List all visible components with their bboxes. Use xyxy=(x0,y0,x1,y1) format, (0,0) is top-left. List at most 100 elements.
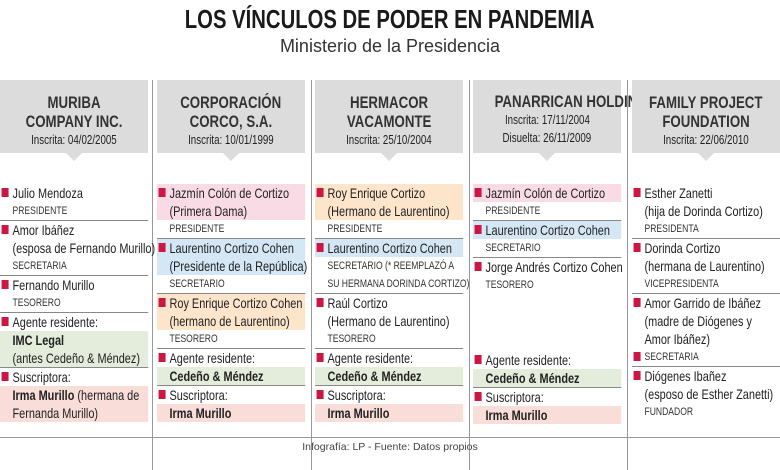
company-name: HERMACOR xyxy=(315,93,463,112)
page-title: LOS VÍNCULOS DE PODER EN PANDEMIA xyxy=(185,4,595,34)
company-header-content: FAMILY PROJECT FOUNDATION Inscrita: 22/06/… xyxy=(632,80,780,149)
member-role: PRESIDENTE xyxy=(157,220,306,239)
bullet-square-icon xyxy=(633,298,641,307)
company-date-text: Inscrita: 04/02/2005 xyxy=(31,133,117,147)
member-text: TESORERO xyxy=(327,333,376,345)
member-line: Irma Murillo xyxy=(473,406,622,424)
member-text: (hija de Dorinda Cortizo) xyxy=(644,203,763,219)
member-text: SECRETARIO xyxy=(169,278,225,290)
company-header: CORPORACIÓN CORCO, S.A. Inscrita: 10/01/19… xyxy=(157,80,305,161)
member-line: Jazmín Colón de Cortizo xyxy=(157,184,306,202)
member-text: Esther Zanetti xyxy=(644,185,713,201)
company-name: CORCO, S.A. xyxy=(157,112,305,131)
company-name-text: HERMACOR xyxy=(349,93,429,112)
bullet-square-icon xyxy=(316,188,324,197)
company-header: HERMACOR VACAMONTE Inscrita: 25/10/2004 xyxy=(315,80,463,161)
bullet-square-icon xyxy=(316,298,324,307)
company-name: MURIBA xyxy=(0,93,148,112)
member-line: (hermano de Laurentino) xyxy=(157,312,306,330)
company-header: PANARRICAN HOLDING Inscrita: 17/11/2004 Di… xyxy=(473,80,648,161)
member-text: PRESIDENTE xyxy=(485,205,541,217)
bullet-square-icon xyxy=(158,243,166,252)
member-line: Julio Mendoza xyxy=(0,184,148,202)
member-text: (madre de Diógenes y xyxy=(644,313,752,329)
member-text: Diógenes Ibañez xyxy=(644,368,727,384)
member-text: Roy Enrique Cortizo xyxy=(327,185,426,201)
bullet-square-icon xyxy=(1,317,9,326)
member-role: FUNDADOR xyxy=(632,403,780,421)
company-date: Inscrita: 10/01/1999 xyxy=(157,131,305,149)
member-text: Dorinda Cortizo xyxy=(644,240,721,256)
member-text: Irma Murillo xyxy=(169,405,232,421)
company-name: COMPANY INC. xyxy=(0,112,148,131)
bullet-square-icon xyxy=(158,353,166,362)
member-text: Fernando Murillo xyxy=(12,277,95,293)
member-role: TESORERO xyxy=(157,330,306,349)
member-text: Laurentino Cortizo Cohen xyxy=(169,240,294,256)
member-text: Roy Enrique Cortizo Cohen xyxy=(169,295,303,311)
member-text: Cedeño & Méndez xyxy=(169,368,264,384)
member-line: Agente residente: xyxy=(315,349,463,367)
company-name: CORPORACIÓN xyxy=(157,93,305,112)
footer-credit: Infografía: LP - Fuente: Datos propios xyxy=(302,441,478,453)
member-line: Agente residente: xyxy=(157,349,305,367)
member-text: Amor Garrido de Ibáñez xyxy=(644,295,762,311)
member-line: Diógenes Ibañez xyxy=(632,367,780,385)
company-date-text: Disuelta: 26/11/2009 xyxy=(502,131,592,145)
member-text: Cedeño & Méndez xyxy=(485,370,580,386)
member-text: SU HERMANA DORINDA CORTIZO) xyxy=(327,278,470,290)
member-line: Cedeño & Méndez xyxy=(157,367,306,386)
member-text: PRESIDENTE xyxy=(327,223,383,235)
member-text: PRESIDENTA xyxy=(644,223,699,235)
member-text: Suscriptora: xyxy=(12,369,71,385)
column-divider xyxy=(469,80,470,470)
member-text: Suscriptora: xyxy=(169,387,228,403)
bullet-square-icon xyxy=(633,352,641,361)
company-date: Inscrita: 22/06/2010 xyxy=(632,131,780,149)
member-text: Raúl Cortizo xyxy=(327,295,388,311)
company-date-text: Inscrita: 17/11/2004 xyxy=(504,113,590,127)
company-name: PANARRICAN HOLDING xyxy=(473,92,648,111)
bullet-square-icon xyxy=(158,298,166,307)
member-line: Raúl Cortizo xyxy=(315,294,463,312)
company-name-text: COMPANY INC. xyxy=(25,112,123,131)
member-line: (hija de Dorinda Cortizo) xyxy=(632,202,780,220)
member-text: FUNDADOR xyxy=(644,406,694,418)
member-text: TESORERO xyxy=(12,297,61,309)
member-line: Irma Murillo xyxy=(315,404,464,422)
member-text: PRESIDENTE xyxy=(12,205,68,217)
member-line: Suscriptora: xyxy=(315,386,463,404)
bullet-square-icon xyxy=(1,372,9,381)
member-line: Amor Ibáñez xyxy=(0,221,148,239)
member-text: (Hermano de Laurentino) xyxy=(327,203,450,219)
bullet-square-icon xyxy=(633,371,641,380)
member-text: Irma Murillo xyxy=(327,405,390,421)
company-column: CORPORACIÓN CORCO, S.A. Inscrita: 10/01/19… xyxy=(157,80,307,422)
company-header-content: CORPORACIÓN CORCO, S.A. Inscrita: 10/01/19… xyxy=(157,80,305,149)
company-date-text: Inscrita: 10/01/1999 xyxy=(188,133,274,147)
member-line: Agente residente: xyxy=(0,313,148,331)
bullet-square-icon xyxy=(474,188,482,197)
member-text: IMC Legal xyxy=(12,332,65,348)
company-date: Disuelta: 26/11/2009 xyxy=(473,129,621,147)
member-text: Laurentino Cortizo Cohen xyxy=(327,240,452,256)
member-role: TESORERO xyxy=(315,330,464,349)
bullet-square-icon xyxy=(1,225,9,234)
member-text: Amor Ibáñez) xyxy=(644,331,711,347)
member-text: Amor Ibáñez xyxy=(12,222,75,238)
company-name-text: PANARRICAN HOLDING xyxy=(494,92,648,111)
company-header-content: MURIBA COMPANY INC. Inscrita: 04/02/2005 xyxy=(0,80,148,149)
member-role: PRESIDENTE xyxy=(315,220,464,239)
member-line: Fernando Murillo xyxy=(0,276,148,294)
member-line: Laurentino Cortizo Cohen xyxy=(157,239,306,257)
member-line: Fernanda Murillo) xyxy=(0,404,149,422)
member-text: Cedeño & Méndez xyxy=(327,368,422,384)
member-line: Dorinda Cortizo xyxy=(632,239,780,257)
company-column: MURIBA COMPANY INC. Inscrita: 04/02/2005 Ju… xyxy=(0,80,155,422)
member-line: Agente residente: xyxy=(473,351,621,369)
bullet-square-icon xyxy=(633,188,641,197)
company-date-text: Inscrita: 22/06/2010 xyxy=(663,133,749,147)
member-text: (Primera Dama) xyxy=(169,203,248,219)
member-line: Laurentino Cortizo Cohen xyxy=(315,239,464,257)
member-text: (hermano de Laurentino) xyxy=(169,313,290,329)
